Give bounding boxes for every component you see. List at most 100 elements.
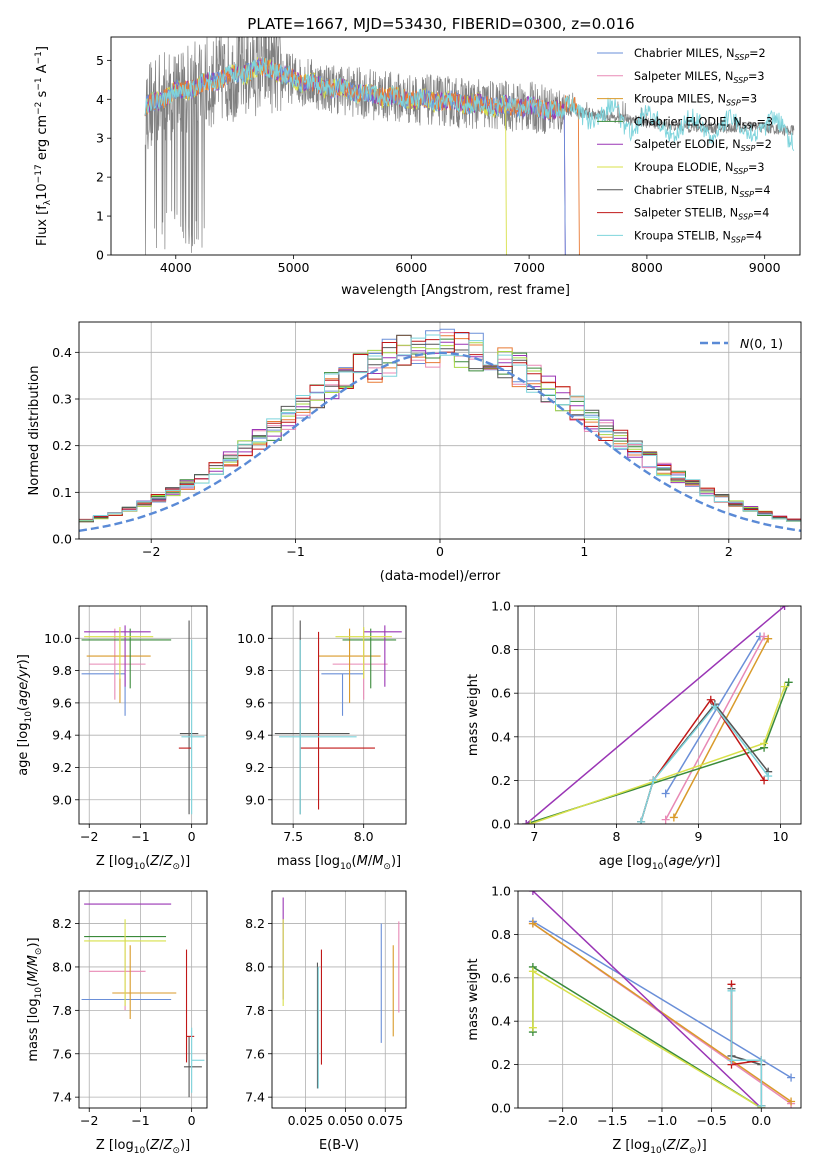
y-tick-label: 0.8: [491, 927, 511, 942]
axes-frame: [78, 605, 208, 825]
x-tick-label: −2: [80, 1113, 98, 1128]
weight-marker-chabrier_elodie: [784, 678, 793, 687]
legend-label: Chabrier ELODIE, NSSP=3: [634, 115, 773, 130]
weight-line-kroupa_stelib: [730, 990, 763, 1106]
y-axis-label: mass weight: [466, 958, 481, 1040]
y-tick-label: 7.8: [52, 1003, 72, 1018]
spectrum-model-line-kroupa_stelib: [144, 57, 795, 151]
weight-marker-salpeter_elodie: [522, 820, 531, 824]
x-tick-label: 0: [188, 1113, 196, 1128]
x-tick-label: 8.0: [354, 829, 374, 844]
x-tick-label: 0.025: [288, 1113, 324, 1128]
x-axis-label: mass [log10(M/M⊙)]: [277, 854, 401, 872]
weight-marker-kroupa_miles: [528, 919, 537, 928]
weight-line-kroupa_miles: [673, 638, 769, 818]
weight-marker-kroupa_elodie: [528, 1023, 537, 1032]
y-tick-label: 8.0: [52, 959, 72, 974]
x-tick-label: −1.5: [597, 1113, 627, 1128]
figure-title: PLATE=1667, MJD=53430, FIBERID=0300, z=0…: [247, 15, 634, 33]
y-tick-label: 7.4: [245, 1090, 265, 1105]
weight-marker-salpeter_miles: [661, 815, 670, 824]
y-tick-label: 4: [96, 92, 104, 107]
y-axis-label: mass weight: [466, 674, 481, 756]
y-tick-label: 0.0: [52, 532, 72, 547]
weight-line-salpeter_miles: [665, 636, 765, 820]
axes-frame: [271, 890, 407, 1109]
x-tick-label: 9: [694, 829, 702, 844]
plot-area-weight_vs_Z: [528, 891, 796, 1108]
legend-label: Kroupa MILES, NSSP=3: [634, 93, 757, 108]
x-tick-label: 8: [612, 829, 620, 844]
x-axis-label: Z [log10(Z/Z⊙)]: [96, 1138, 190, 1156]
weight-marker-salpeter_stelib: [760, 776, 769, 785]
y-tick-label: 0.3: [52, 392, 72, 407]
x-tick-label: 5000: [278, 260, 310, 275]
x-tick-label: 2: [725, 544, 733, 559]
legend-label: Kroupa STELIB, NSSP=4: [634, 229, 762, 244]
y-tick-label: 0.6: [491, 686, 511, 701]
weight-marker-kroupa_stelib: [757, 1056, 766, 1065]
weight-line-chabrier_miles: [532, 920, 792, 1079]
weight-marker-kroupa_miles: [669, 813, 678, 822]
panel-spectrum: 4000 5000 6000 7000 8000 9000 0 1 2 3 4 5 wavelength…: [34, 36, 801, 298]
weight-line-chabrier_stelib: [640, 702, 769, 823]
y-tick-label: 7.8: [245, 1003, 265, 1018]
weight-marker-salpeter_elodie: [780, 606, 789, 610]
weight-marker-kroupa_stelib: [710, 702, 719, 711]
axes-frame: [517, 890, 802, 1109]
x-tick-label: −1: [131, 829, 149, 844]
panel-residuals: −2 −1 0 1 2 0.0 0.1 0.2 0.3 0.4 (data-model)/error…: [27, 321, 802, 584]
y-tick-label: 0.4: [491, 729, 511, 744]
weight-marker-kroupa_elodie: [528, 967, 537, 976]
y-tick-label: 1.0: [491, 884, 511, 899]
x-tick-label: 10: [773, 829, 789, 844]
y-tick-label: 9.4: [52, 728, 72, 743]
plot-area-residuals: [79, 328, 801, 532]
axes-frame: [78, 890, 208, 1109]
y-tick-label: 0.2: [491, 773, 511, 788]
weight-line-chabrier_elodie: [525, 682, 790, 824]
legend-label: Chabrier STELIB, NSSP=4: [634, 184, 771, 199]
weight-marker-salpeter_stelib: [706, 695, 715, 704]
plot-area-mass_vs_Z: [81, 903, 205, 1098]
plot-area-weight_vs_age: [522, 606, 793, 824]
x-tick-label: 4000: [160, 260, 192, 275]
axes-frame: [517, 605, 802, 825]
y-tick-label: 0.4: [52, 345, 72, 360]
weight-marker-kroupa_miles: [764, 634, 773, 643]
y-tick-label: 8.2: [245, 916, 265, 931]
x-axis-label: E(B-V): [319, 1138, 359, 1153]
weight-line-chabrier_stelib: [730, 988, 763, 1106]
x-axis-label: (data-model)/error: [380, 569, 501, 584]
y-tick-label: 9.2: [245, 760, 265, 775]
y-tick-label: 2: [96, 170, 104, 185]
x-tick-label: 0.050: [327, 1113, 363, 1128]
weight-marker-kroupa_elodie: [780, 682, 789, 691]
y-tick-label: 1.0: [491, 599, 511, 614]
legend-label: Kroupa ELODIE, NSSP=3: [634, 161, 765, 176]
x-tick-label: 1: [580, 544, 588, 559]
panel-mass_vs_Z: −2 −1 0 7.4 7.6 7.8 8.0 8.2 Z [log10(Z/Z⊙)] mass …: [26, 890, 208, 1156]
panel-age_vs_Z: −2 −1 0 9.0 9.2 9.4 9.6 9.8 10.0 Z [log10(Z/Z⊙)] a…: [16, 605, 208, 872]
weight-line-kroupa_miles: [532, 922, 792, 1103]
y-tick-label: 0.4: [491, 1014, 511, 1029]
x-tick-label: 9000: [749, 260, 781, 275]
y-tick-label: 1: [96, 209, 104, 224]
x-axis-label: wavelength [Angstrom, rest frame]: [341, 283, 570, 298]
y-tick-label: 0.8: [491, 642, 511, 657]
y-tick-label: 8.0: [245, 959, 265, 974]
normal-curve: [79, 351, 801, 532]
x-tick-label: −1: [131, 1113, 149, 1128]
weight-marker-kroupa_stelib: [649, 776, 658, 785]
weight-line-salpeter_elodie: [525, 606, 786, 824]
x-tick-label: 0.075: [367, 1113, 403, 1128]
x-tick-label: 7.5: [283, 829, 303, 844]
y-axis-label: mass [log10(M/M⊙)]: [26, 937, 44, 1061]
y-tick-label: 5: [96, 53, 104, 68]
legend-label: Salpeter STELIB, NSSP=4: [634, 207, 769, 222]
panel-weight_vs_age: 7 8 9 10 0.0 0.2 0.4 0.6 0.8 1.0 age [log10(age/yr…: [466, 599, 802, 872]
panel-weight_vs_Z: −2.0 −1.5 −1.0 −0.5 0.0 0.0 0.2 0.4 0.6 0.8 1.0 Z […: [466, 884, 802, 1156]
weight-line-chabrier_miles: [665, 636, 761, 794]
y-tick-label: 9.8: [245, 663, 265, 678]
x-tick-label: 0: [188, 829, 196, 844]
